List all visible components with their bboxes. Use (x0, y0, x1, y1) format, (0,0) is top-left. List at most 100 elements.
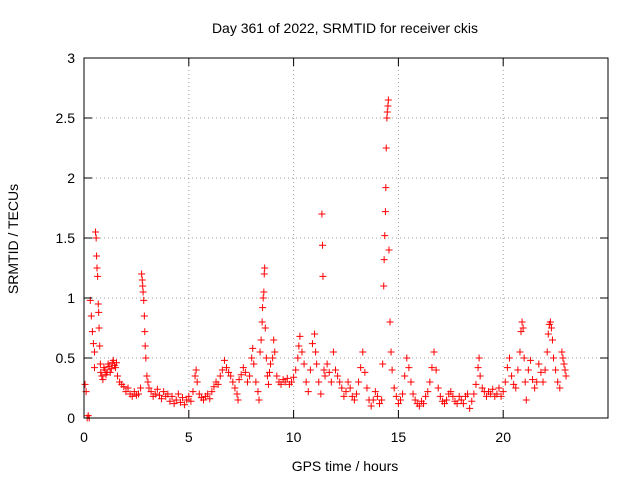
data-point (352, 390, 360, 398)
data-point (93, 264, 101, 272)
data-point (298, 348, 306, 356)
data-point (248, 354, 256, 362)
data-point (428, 364, 436, 372)
data-point (258, 318, 266, 326)
data-point (455, 392, 463, 400)
data-point (192, 366, 200, 374)
data-point (199, 396, 207, 404)
data-point (153, 385, 161, 393)
data-point (90, 364, 98, 372)
data-point (524, 366, 532, 374)
data-point (457, 396, 465, 404)
data-point (187, 397, 195, 405)
data-point (334, 372, 342, 380)
data-point (388, 366, 396, 374)
data-point (296, 332, 304, 340)
data-point (269, 354, 277, 362)
x-axis-label: GPS time / hours (292, 458, 399, 474)
y-tick-label: 1.5 (56, 230, 76, 246)
data-point (384, 102, 392, 110)
data-point (183, 396, 191, 404)
data-point (520, 354, 528, 362)
data-point (137, 384, 145, 392)
data-point (259, 294, 267, 302)
data-point (164, 390, 172, 398)
data-point (95, 308, 103, 316)
data-point (497, 392, 505, 400)
data-point (140, 296, 148, 304)
data-point (510, 380, 518, 388)
data-point (323, 360, 331, 368)
data-point (503, 364, 511, 372)
data-point (394, 400, 402, 408)
data-point (321, 372, 329, 380)
data-point (277, 380, 285, 388)
data-point (355, 378, 363, 386)
data-point (260, 270, 268, 278)
data-point (380, 282, 388, 290)
data-point (386, 318, 394, 326)
data-point (181, 401, 189, 409)
data-point (383, 108, 391, 116)
y-tick-label: 3 (67, 50, 75, 66)
data-point (179, 394, 187, 402)
data-point (554, 378, 562, 386)
data-point (432, 366, 440, 374)
data-point (214, 380, 222, 388)
data-point (195, 390, 203, 398)
data-point (415, 402, 423, 410)
data-point (559, 354, 567, 362)
data-point (191, 372, 199, 380)
data-point (359, 348, 367, 356)
data-point (292, 366, 300, 374)
data-point (378, 396, 386, 404)
data-point (147, 388, 155, 396)
data-point (294, 354, 302, 362)
data-point (107, 365, 115, 373)
data-point (327, 378, 335, 386)
data-point (81, 380, 89, 388)
data-point (204, 390, 212, 398)
data-point (558, 348, 566, 356)
data-point (234, 396, 242, 404)
data-point (252, 378, 260, 386)
data-point (141, 342, 149, 350)
data-point (229, 378, 237, 386)
data-point (390, 384, 398, 392)
data-point (168, 392, 176, 400)
data-point (385, 246, 393, 254)
data-point (265, 368, 273, 376)
data-point (189, 388, 197, 396)
data-point (262, 354, 270, 362)
data-point (281, 378, 289, 386)
data-point (128, 392, 136, 400)
data-point (526, 356, 534, 364)
data-point (99, 376, 107, 384)
data-point (220, 356, 228, 364)
data-point (143, 372, 151, 380)
data-point (546, 318, 554, 326)
data-point (174, 390, 182, 398)
data-point (468, 397, 476, 405)
data-point (516, 348, 524, 356)
data-point (434, 384, 442, 392)
chart-title: Day 361 of 2022, SRMTID for receiver cki… (212, 20, 478, 36)
data-point (561, 366, 569, 374)
data-point (336, 378, 344, 386)
data-point (261, 264, 269, 272)
data-point (411, 396, 419, 404)
data-point (371, 388, 379, 396)
data-point (139, 282, 147, 290)
data-point (92, 234, 100, 242)
data-point (348, 392, 356, 400)
y-tick-label: 2.5 (56, 110, 76, 126)
data-point (505, 354, 513, 362)
data-point (255, 396, 263, 404)
data-point (517, 328, 525, 336)
data-point (273, 372, 281, 380)
data-point (254, 388, 262, 396)
data-point (92, 228, 100, 236)
y-tick-label: 0.5 (56, 350, 76, 366)
data-point (472, 380, 480, 388)
y-tick-label: 0 (67, 410, 75, 426)
